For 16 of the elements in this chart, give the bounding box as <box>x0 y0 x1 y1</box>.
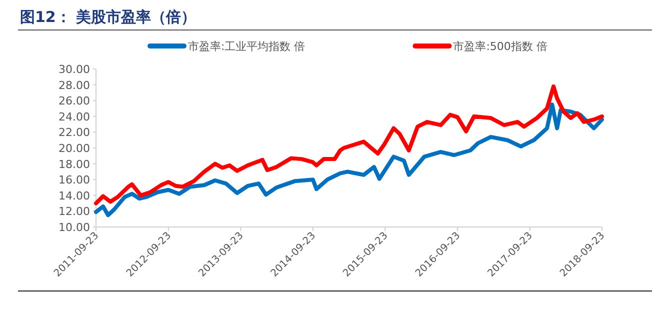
line-series <box>94 102 604 218</box>
y-tick-label: 12.00 <box>58 205 90 218</box>
y-tick-label: 28.00 <box>58 78 90 92</box>
legend-label: 市盈率:500指数 倍 <box>453 40 548 53</box>
y-tick-label: 24.00 <box>58 110 90 124</box>
y-tick-label: 18.00 <box>58 158 90 171</box>
legend-label: 市盈率:工业平均指数 倍 <box>188 40 306 53</box>
y-tick-label: 16.00 <box>58 174 90 187</box>
y-tick-label: 26.00 <box>58 94 90 108</box>
y-tick-label: 14.00 <box>58 189 90 202</box>
y-tick-label: 22.00 <box>58 126 90 140</box>
chart-title: 图12： 美股市盈率（倍） <box>20 8 196 26</box>
y-tick-label: 10.00 <box>58 221 90 234</box>
y-tick-label: 30.00 <box>58 63 90 76</box>
line-series <box>94 84 604 206</box>
y-tick-label: 20.00 <box>58 142 90 155</box>
